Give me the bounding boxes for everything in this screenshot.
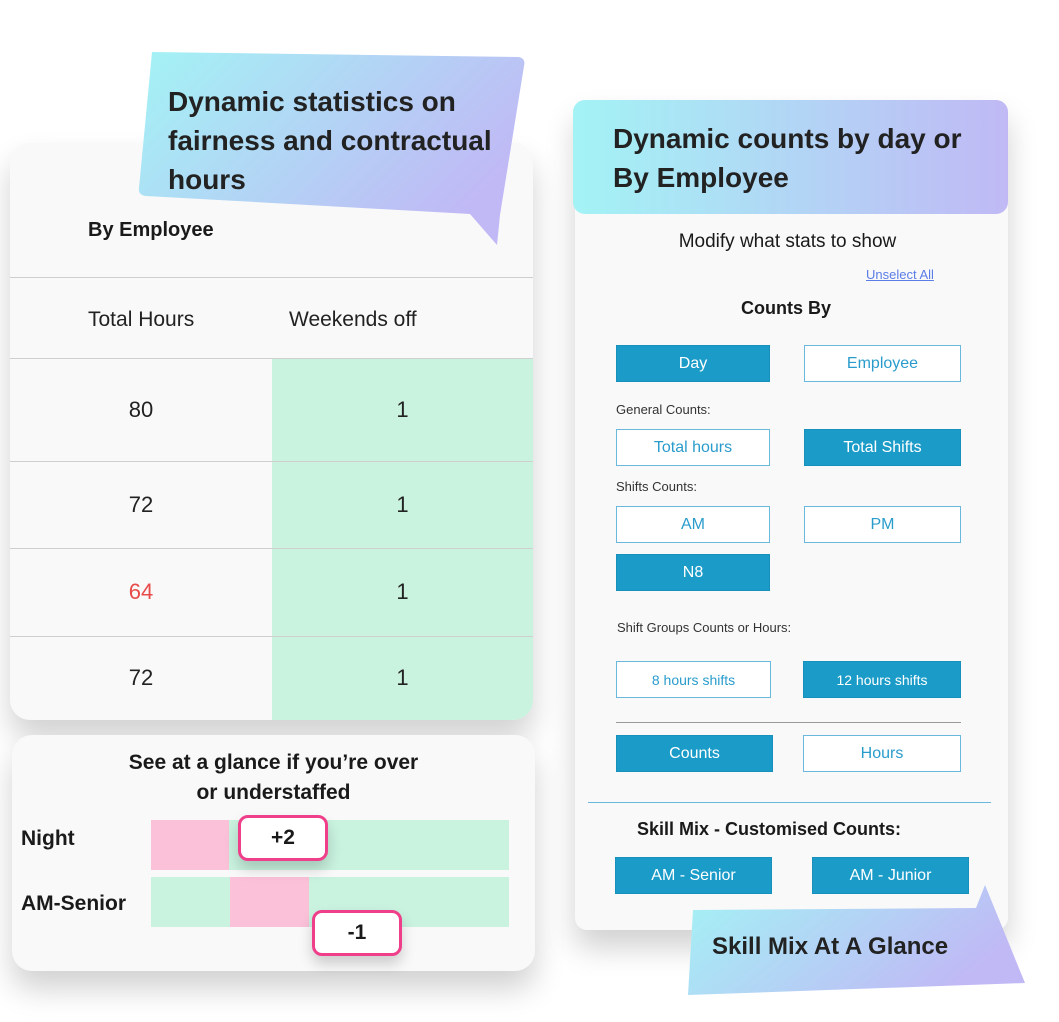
total-hours-cell: 80: [128, 397, 154, 422]
am-junior-button[interactable]: AM - Junior: [812, 857, 969, 894]
day-button[interactable]: Day: [616, 345, 770, 382]
weekends-off-cell: 1: [396, 491, 409, 517]
callout-line: fairness and contractual: [168, 125, 492, 156]
weekends-off-cell: 1: [396, 665, 409, 690]
row-label-night: Night: [21, 827, 75, 850]
callout-line: hours: [168, 164, 246, 195]
total-shifts-button[interactable]: Total Shifts: [804, 429, 961, 466]
callout-bubble: [138, 52, 525, 245]
divider: [10, 277, 533, 278]
column-header-total-hours: Total Hours: [88, 308, 195, 331]
n8-button[interactable]: N8: [616, 554, 770, 591]
total-hours-cell: 72: [128, 491, 154, 517]
stats-panel: Dynamic counts by day or By Employee Mod…: [573, 100, 1008, 930]
callout-text: Dynamic statistics on fairness and contr…: [168, 82, 492, 199]
hours-button[interactable]: Hours: [803, 735, 961, 772]
pm-button[interactable]: PM: [804, 506, 961, 543]
employee-stats-card: By Employee Total Hours Weekends off 80 …: [10, 143, 533, 720]
staffing-title-line: See at a glance if you’re over: [128, 751, 419, 774]
header-line: By Employee: [613, 162, 789, 193]
header-line: Dynamic counts by day or: [613, 123, 962, 154]
counts-button[interactable]: Counts: [616, 735, 773, 772]
staffing-title-line: or understaffed: [196, 781, 351, 804]
weekends-off-cell: 1: [396, 579, 409, 604]
counts-by-heading: Counts By: [741, 298, 831, 318]
total-hours-cell: 72: [128, 665, 154, 690]
column-header-weekends-off: Weekends off: [289, 308, 417, 331]
understaffed-badge: -1: [312, 910, 402, 956]
staffing-title: See at a glance if you’re over or unders…: [12, 748, 535, 808]
shift-groups-label: Shift Groups Counts or Hours:: [617, 620, 792, 635]
staffing-bar-night: [151, 820, 509, 870]
stats-panel-header: Dynamic counts by day or By Employee: [573, 100, 1008, 214]
stats-panel-title: Modify what stats to show: [678, 231, 897, 252]
total-hours-cell-warning: 64: [128, 579, 154, 604]
skill-mix-heading: Skill Mix - Customised Counts:: [637, 819, 902, 839]
general-counts-label: General Counts:: [616, 402, 711, 417]
row-label-am-senior: AM-Senior: [21, 892, 126, 915]
skill-mix-callout-text: Skill Mix At A Glance: [712, 933, 949, 960]
weekends-column-highlight: [272, 359, 533, 720]
skill-mix-callout-bubble: [688, 885, 1025, 995]
total-hours-button[interactable]: Total hours: [616, 429, 770, 466]
weekends-off-cell: 1: [396, 397, 409, 422]
divider: [588, 802, 991, 803]
twelve-hours-shifts-button[interactable]: 12 hours shifts: [803, 661, 961, 698]
am-button[interactable]: AM: [616, 506, 770, 543]
unselect-all-link[interactable]: Unselect All: [866, 267, 934, 282]
divider: [10, 358, 533, 359]
employee-button[interactable]: Employee: [804, 345, 961, 382]
employee-card-title: By Employee: [88, 219, 214, 241]
divider: [616, 722, 961, 723]
header-text: Dynamic counts by day or By Employee: [613, 119, 962, 197]
overstaffed-badge: +2: [238, 815, 328, 861]
shifts-counts-label: Shifts Counts:: [616, 479, 697, 494]
callout-line: Dynamic statistics on: [168, 86, 456, 117]
eight-hours-shifts-button[interactable]: 8 hours shifts: [616, 661, 771, 698]
am-senior-button[interactable]: AM - Senior: [615, 857, 772, 894]
